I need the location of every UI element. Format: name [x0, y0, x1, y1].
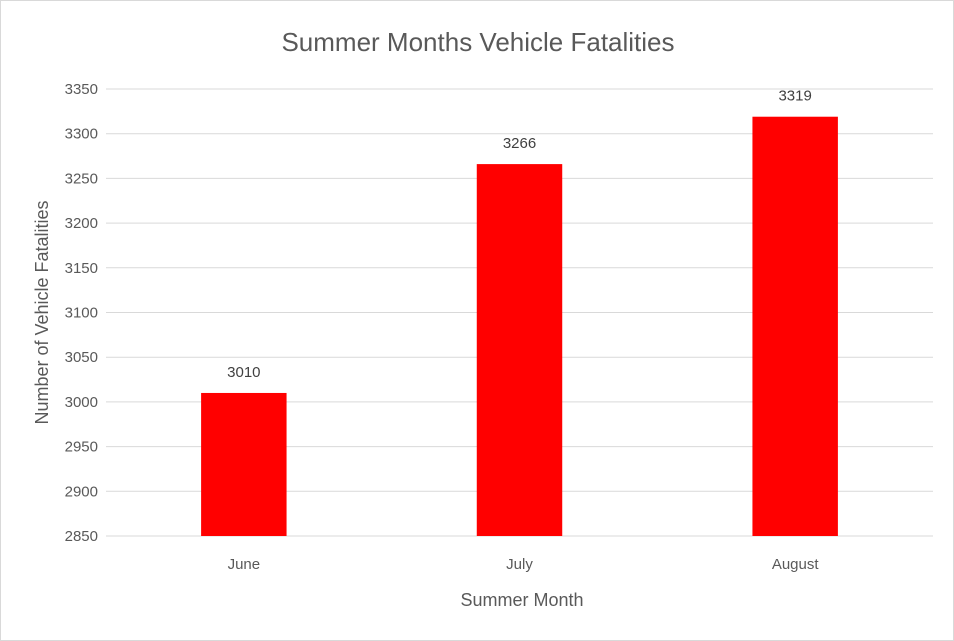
y-tick-label: 2900: [65, 483, 98, 500]
data-label: 3319: [778, 88, 811, 105]
y-axis-title: Number of Vehicle Fatalities: [32, 200, 52, 424]
x-tick-label: June: [228, 556, 261, 573]
x-axis-title: Summer Month: [460, 590, 583, 610]
data-label: 3010: [227, 364, 260, 381]
bar: [752, 116, 838, 537]
bar-layer: [201, 116, 838, 537]
y-tick-label: 3150: [65, 260, 98, 277]
bar: [476, 164, 563, 536]
y-tick-label: 3050: [65, 349, 98, 366]
bar: [201, 392, 287, 536]
y-tick-label: 3250: [65, 170, 98, 187]
y-tick-label: 3200: [65, 215, 98, 232]
y-tick-label: 3100: [65, 305, 98, 322]
y-tick-label: 2850: [65, 528, 98, 545]
data-label: 3266: [503, 135, 536, 152]
chart-title: Summer Months Vehicle Fatalities: [281, 27, 674, 57]
x-tick-label: August: [772, 556, 820, 573]
y-tick-label: 3300: [65, 126, 98, 143]
y-tick-label: 3000: [65, 394, 98, 411]
label-layer: 2850 2900 2950 3000 3050 3100 3150 3200 3250 3300…: [65, 81, 820, 573]
x-tick-label: July: [506, 556, 533, 573]
y-tick-label: 2950: [65, 439, 98, 456]
y-tick-label: 3350: [65, 81, 98, 98]
